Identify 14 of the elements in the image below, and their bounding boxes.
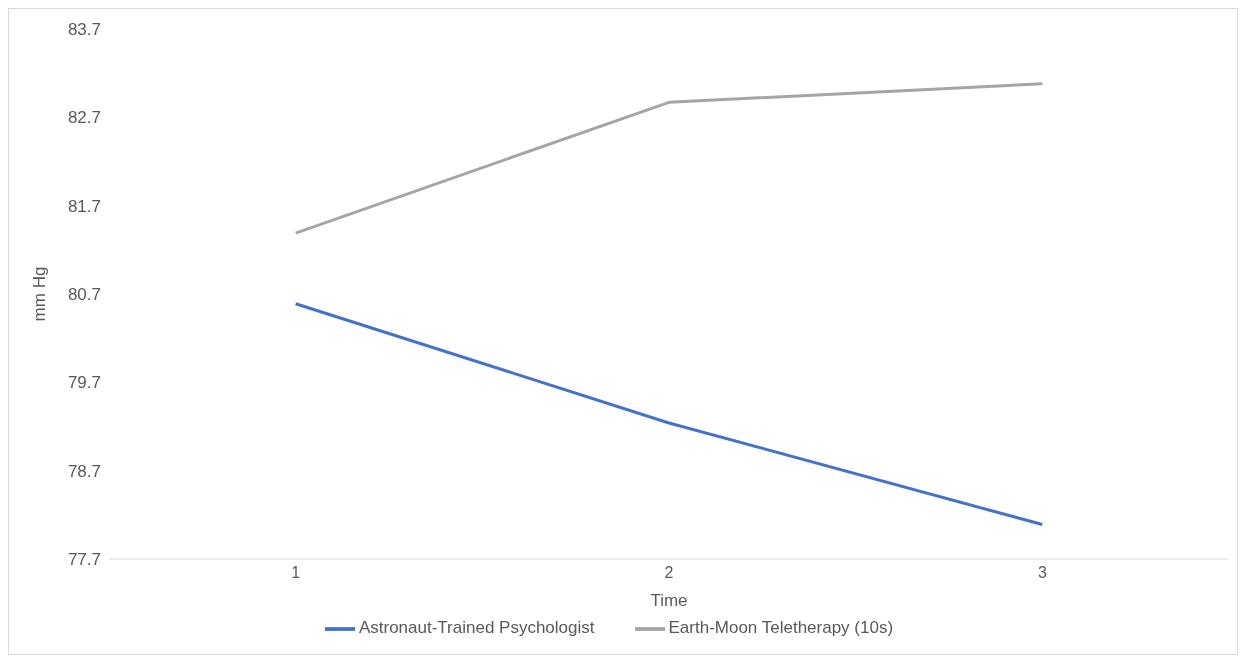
legend-label: Astronaut-Trained Psychologist [358, 618, 595, 638]
x-axis-title: Time [650, 591, 688, 610]
x-tick-label: 1 [291, 564, 301, 582]
x-tick-label: 3 [1037, 564, 1047, 582]
y-tick-label: 79.7 [67, 373, 101, 393]
legend-label: Earth-Moon Teletherapy (10s) [668, 618, 894, 638]
y-tick-label: 81.7 [67, 196, 101, 216]
y-tick-label: 83.7 [67, 20, 101, 40]
y-axis-title: mm Hg [30, 266, 50, 322]
y-tick-label: 78.7 [67, 461, 101, 481]
y-tick-label: 80.7 [67, 285, 101, 305]
y-tick-label: 77.7 [67, 550, 101, 570]
x-tick-label: 2 [664, 564, 674, 582]
y-tick-label: 82.7 [67, 108, 101, 128]
